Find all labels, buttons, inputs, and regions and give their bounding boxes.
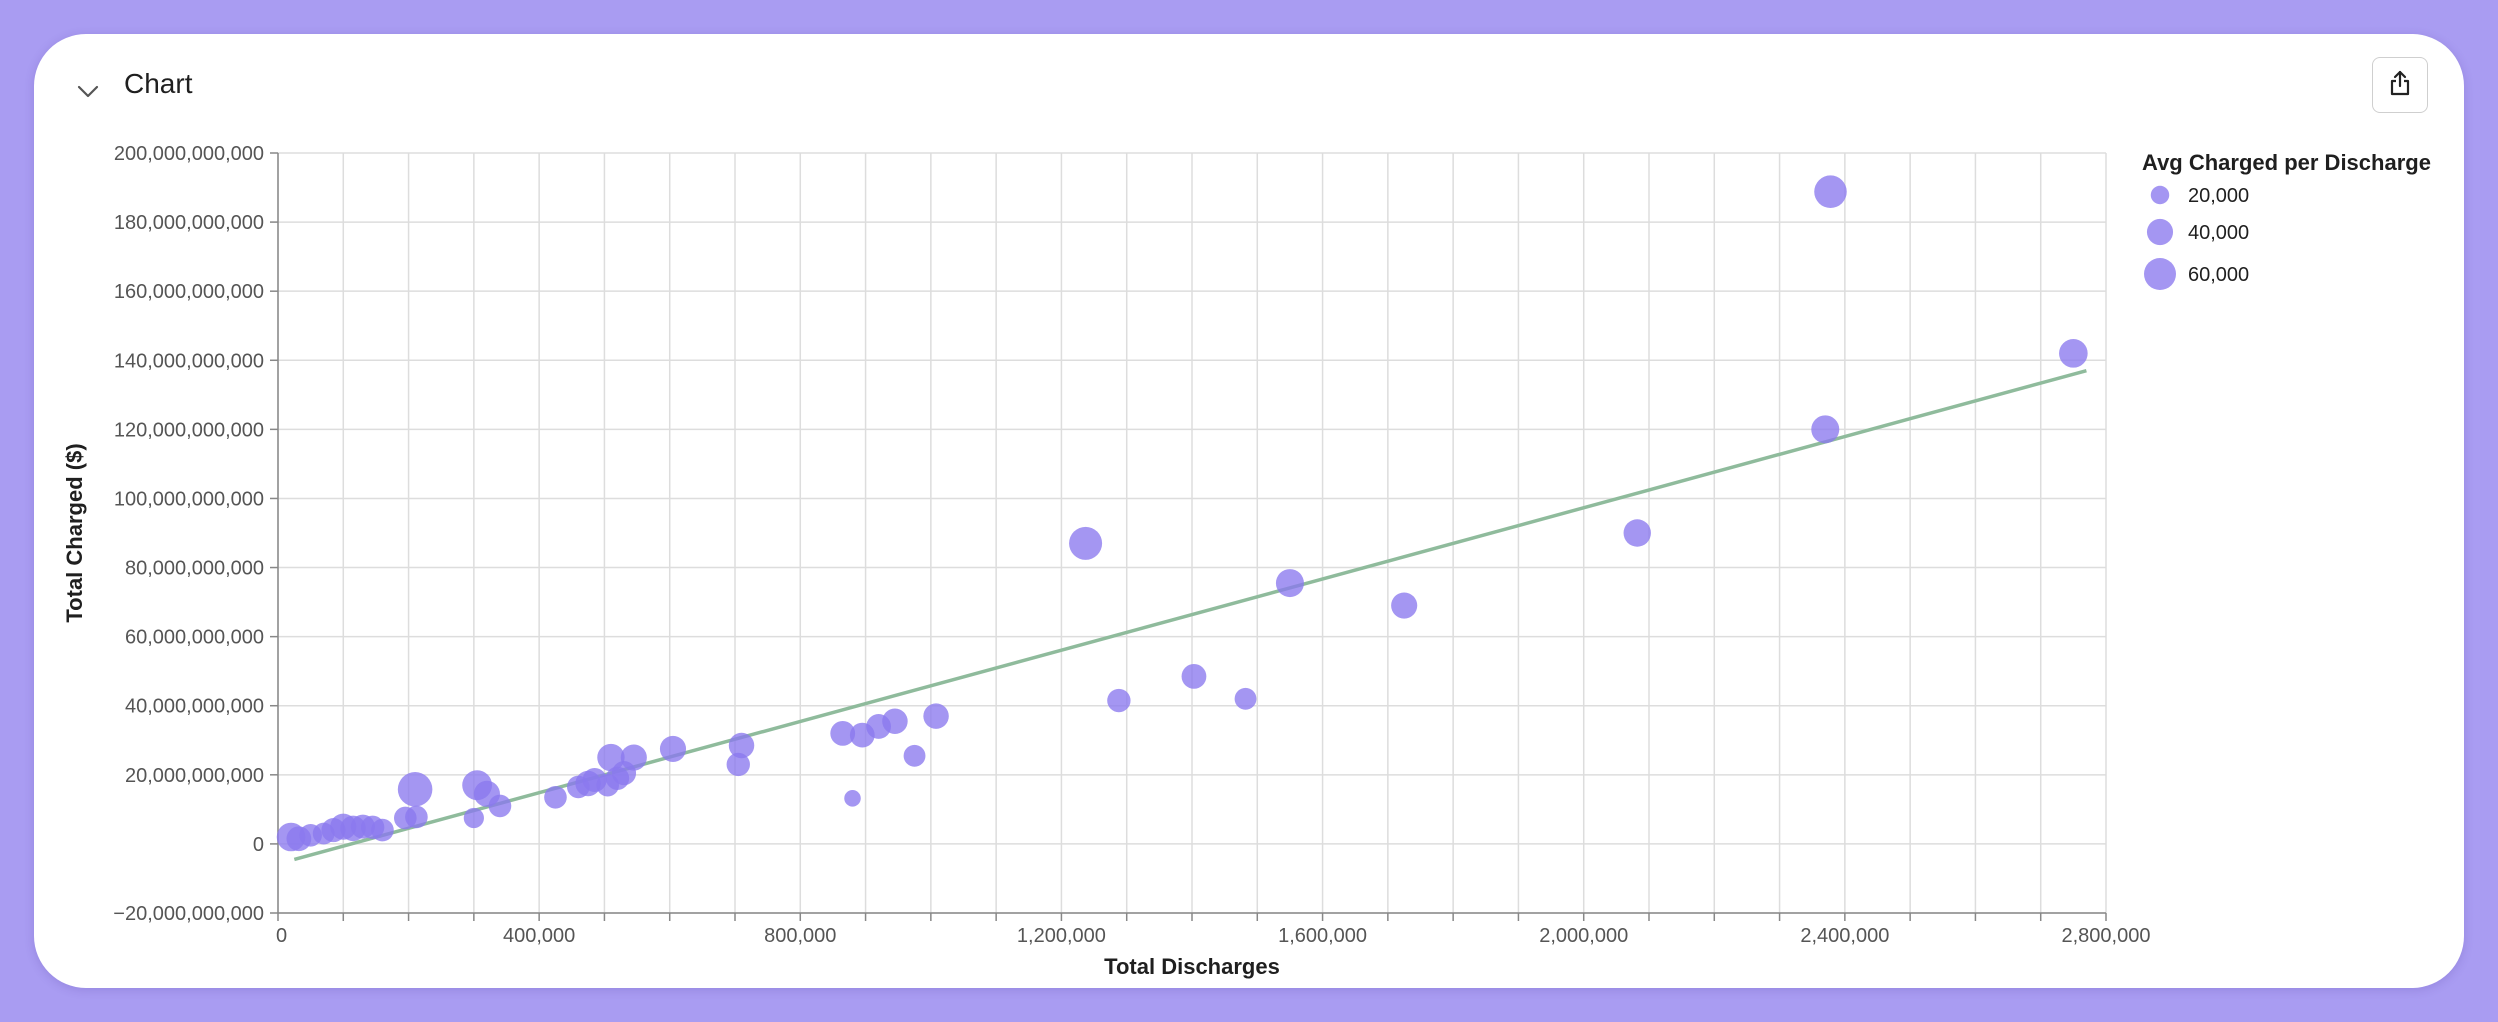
data-point [371, 818, 394, 842]
y-tick-label: 200,000,000,000 [114, 143, 264, 165]
data-point [1814, 175, 1847, 208]
y-tick-label: 40,000,000,000 [125, 696, 264, 718]
legend-swatch [2150, 185, 2170, 205]
y-tick-label: 0 [253, 834, 264, 856]
legend-label: 40,000 [2188, 222, 2249, 244]
y-tick-label: −20,000,000,000 [113, 903, 264, 925]
y-axis-title: Total Charged ($) [62, 443, 87, 622]
data-point [544, 785, 567, 809]
data-point [405, 805, 428, 829]
data-point [659, 735, 687, 762]
data-point [620, 744, 647, 771]
legend-title: Avg Charged per Discharge [2142, 150, 2431, 175]
y-tick-label: 60,000,000,000 [125, 627, 264, 649]
y-tick-label: 100,000,000,000 [114, 488, 264, 510]
data-point [726, 752, 750, 777]
data-point [463, 807, 484, 829]
chart-card: Chart −20,000,000,000 0 20,000,000,000 40,0… [34, 34, 2464, 988]
y-tick-label: 160,000,000,000 [114, 281, 264, 303]
x-tick-label: 800,000 [764, 925, 836, 947]
x-tick-label: 2,400,000 [1800, 925, 1889, 947]
data-point [1811, 415, 1840, 444]
x-tick-label: 1,600,000 [1278, 925, 1367, 947]
x-tick-label: 0 [276, 925, 287, 947]
legend-swatch [2146, 218, 2174, 246]
x-tick-label: 2,000,000 [1539, 925, 1628, 947]
y-tick-label: 80,000,000,000 [125, 558, 264, 580]
legend-label: 60,000 [2188, 264, 2249, 286]
data-point [1391, 592, 1418, 619]
bubble-chart: −20,000,000,000 0 20,000,000,000 40,000,000… [62, 143, 2431, 979]
trend-line [293, 368, 2087, 862]
share-icon [2388, 70, 2412, 101]
data-point [488, 794, 512, 818]
y-tick-label: 20,000,000,000 [125, 765, 264, 787]
share-button[interactable] [2372, 57, 2428, 113]
data-point [1275, 569, 1304, 598]
card-header: Chart [34, 34, 2464, 154]
legend-swatch [2144, 258, 2176, 290]
y-tick-label: 180,000,000,000 [114, 212, 264, 234]
data-point [923, 703, 949, 729]
data-point [1107, 688, 1131, 713]
chevron-down-icon[interactable] [70, 74, 106, 110]
y-tick-label: 140,000,000,000 [114, 350, 264, 372]
legend-label: 20,000 [2188, 185, 2249, 207]
data-point [1234, 687, 1257, 710]
data-point [903, 744, 926, 767]
data-point [1181, 663, 1207, 689]
data-point [844, 790, 861, 807]
x-tick-label: 2,800,000 [2062, 925, 2151, 947]
data-point [830, 720, 856, 746]
data-point [728, 732, 755, 759]
data-point [397, 772, 433, 807]
x-axis-title: Total Discharges [1104, 954, 1280, 979]
x-tick-label: 400,000 [503, 925, 575, 947]
x-tick-label: 1,200,000 [1017, 925, 1106, 947]
data-point [2059, 339, 2088, 368]
data-point [1069, 526, 1103, 560]
data-point [1623, 519, 1651, 547]
data-point [882, 708, 908, 735]
y-tick-label: 120,000,000,000 [114, 419, 264, 441]
card-title: Chart [124, 68, 193, 99]
